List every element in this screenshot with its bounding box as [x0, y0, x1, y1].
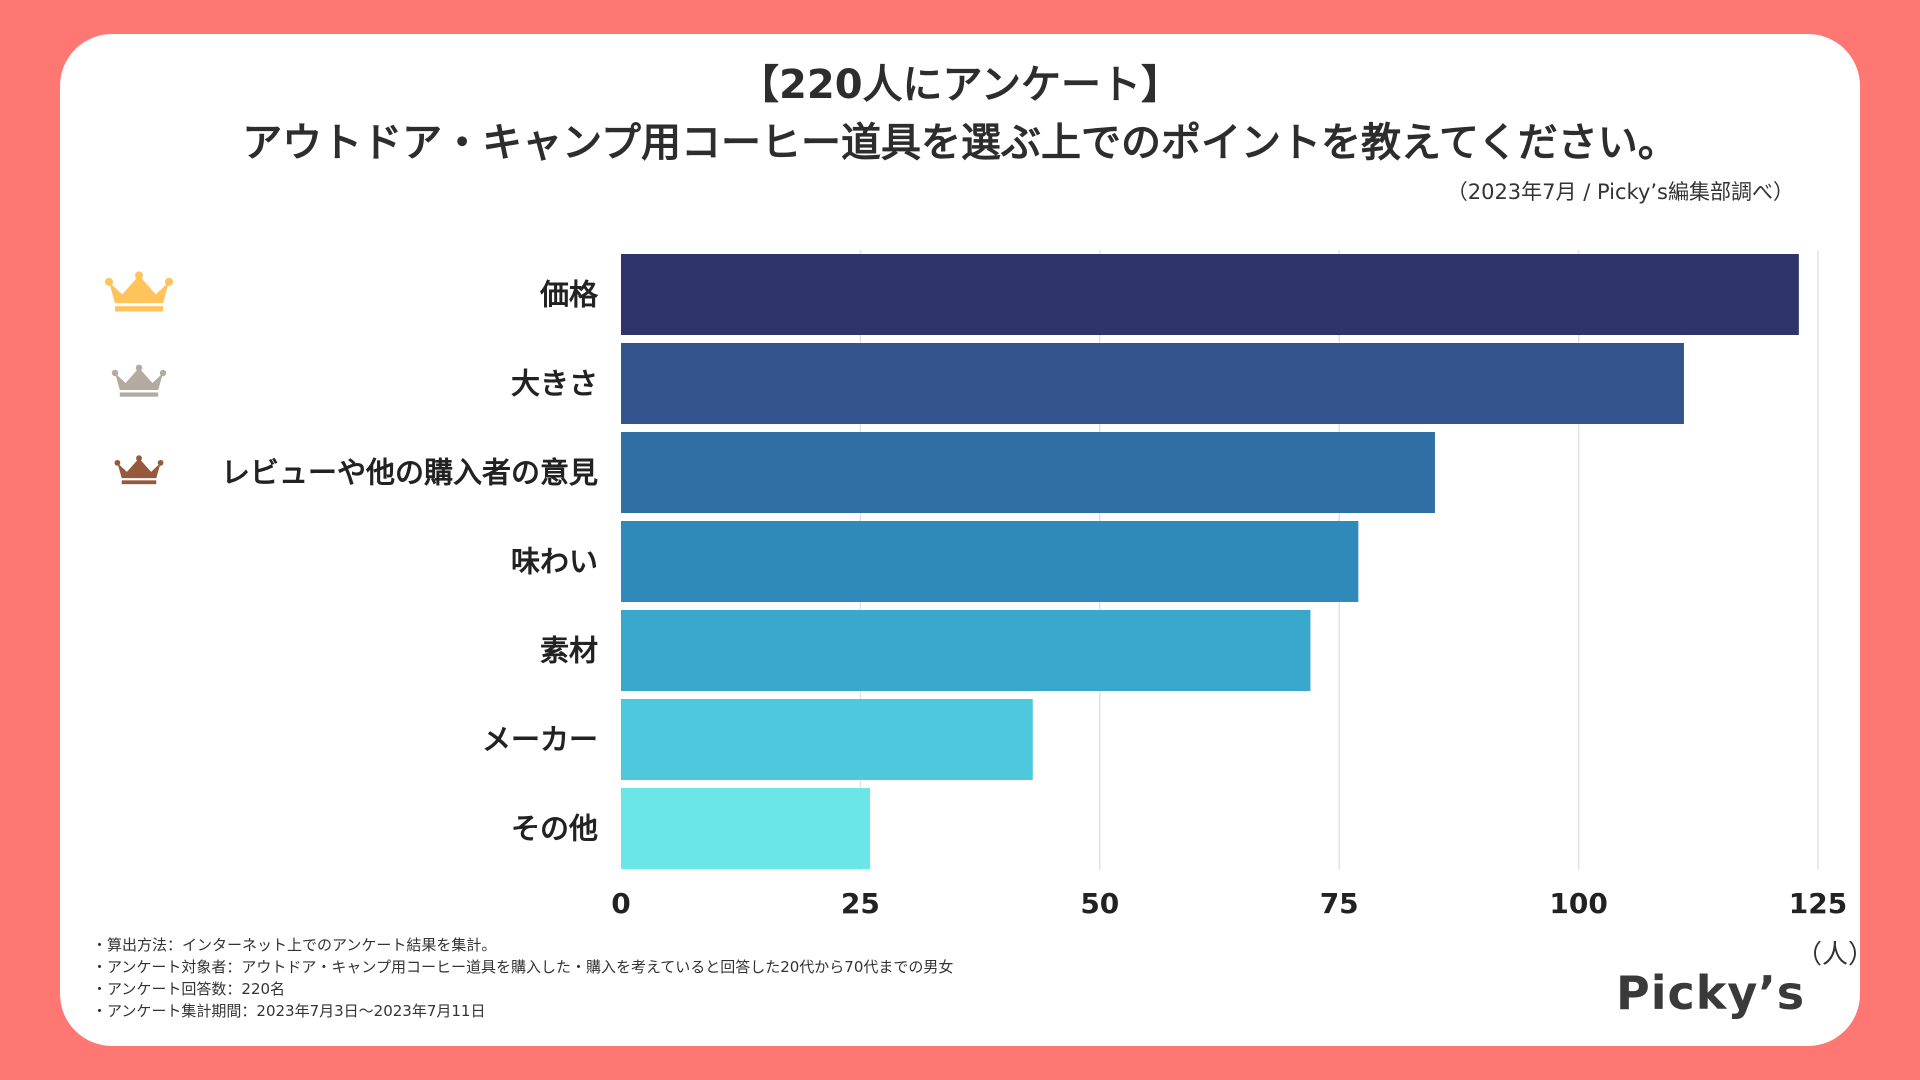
footnotes: ・算出方法：インターネット上でのアンケート結果を集計。 ・アンケート対象者：アウ…: [92, 934, 953, 1022]
x-tick-label: 100: [1549, 887, 1607, 920]
bar: [621, 521, 1359, 602]
gold-crown-icon: [105, 271, 173, 312]
category-label: メーカー: [482, 723, 598, 757]
bar: [621, 699, 1033, 780]
category-label: 味わい: [511, 545, 598, 579]
bar: [621, 788, 870, 869]
silver-crown-icon: [111, 364, 167, 397]
category-label: 素材: [540, 634, 598, 668]
footnote-target: ・アンケート対象者：アウトドア・キャンプ用コーヒー道具を購入した・購入を考えてい…: [92, 958, 954, 976]
category-label: その他: [511, 812, 598, 846]
category-label: 価格: [539, 278, 599, 312]
x-tick-label: 125: [1789, 887, 1847, 920]
footnote-method: ・算出方法：インターネット上でのアンケート結果を集計。: [92, 936, 497, 954]
chart-title: 【220人にアンケート】: [739, 62, 1181, 108]
axis-unit-label: （人）: [1796, 940, 1875, 970]
source-note: （2023年7月 / Picky’s編集部調べ）: [1446, 180, 1794, 204]
x-tick-label: 0: [611, 887, 630, 920]
bar: [621, 610, 1311, 691]
brand-logo: Picky’s: [1616, 966, 1806, 1020]
footnote-period: ・アンケート集計期間：2023年7月3日〜2023年7月11日: [92, 1002, 486, 1020]
bar: [621, 343, 1684, 424]
category-label: 大きさ: [511, 367, 598, 401]
bar: [621, 254, 1799, 335]
category-label: レビューや他の購入者の意見: [221, 456, 598, 490]
x-tick-label: 75: [1320, 887, 1359, 920]
x-tick-label: 50: [1080, 887, 1119, 920]
footnote-count: ・アンケート回答数：220名: [92, 980, 286, 998]
chart-subtitle: アウトドア・キャンプ用コーヒー道具を選ぶ上でのポイントを教えてください。: [242, 120, 1678, 166]
x-tick-label: 25: [841, 887, 880, 920]
bronze-crown-icon: [114, 455, 164, 485]
bar: [621, 432, 1435, 513]
